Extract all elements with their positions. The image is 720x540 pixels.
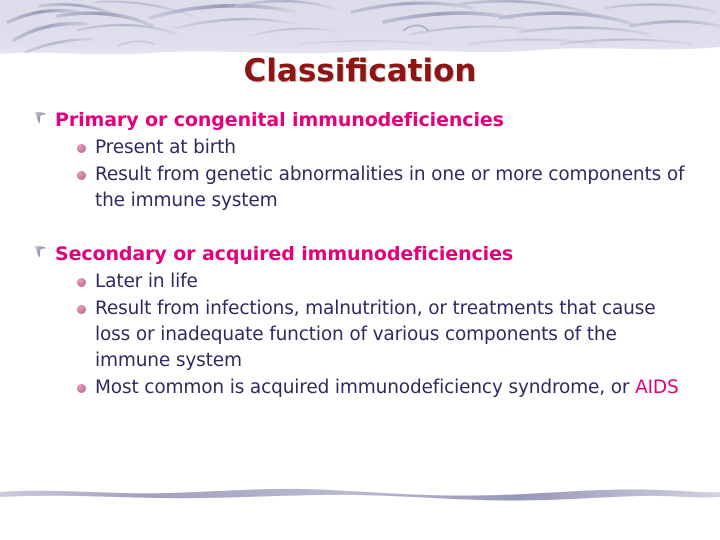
round-dot-bullet-icon bbox=[77, 305, 86, 314]
wavy-divider-line-icon bbox=[0, 488, 720, 501]
aids-accent-text: AIDS bbox=[635, 377, 679, 398]
section-heading-secondary: Secondary or acquired immunodeficiencies bbox=[0, 241, 720, 267]
round-dot-bullet-icon bbox=[77, 278, 86, 287]
bullet-text: Result from infections, malnutrition, or… bbox=[95, 298, 656, 371]
round-dot-bullet-icon bbox=[77, 144, 86, 153]
hook-flag-bullet-icon bbox=[33, 111, 48, 127]
hook-flag-bullet-icon bbox=[33, 245, 48, 261]
bullet-text: Present at birth bbox=[95, 137, 236, 158]
bullet-text: Result from genetic abnormalities in one… bbox=[95, 164, 685, 211]
round-dot-bullet-icon bbox=[77, 171, 86, 180]
bullet-text: Later in life bbox=[95, 271, 198, 292]
slide-body: Primary or congenital immunodeficiencies… bbox=[0, 107, 720, 402]
round-dot-bullet-icon bbox=[77, 384, 86, 393]
wavy-brushstroke-band-icon bbox=[0, 0, 720, 55]
bullet-genetic-abnormalities: Result from genetic abnormalities in one… bbox=[0, 162, 720, 214]
bullet-later-in-life: Later in life bbox=[0, 269, 720, 295]
bullet-text-lead: Most common is acquired immunodeficiency… bbox=[95, 377, 636, 398]
header-decoration-band bbox=[0, 0, 720, 60]
bullet-present-at-birth: Present at birth bbox=[0, 135, 720, 161]
bullet-text: Most common is acquired immunodeficiency… bbox=[95, 375, 695, 401]
section-heading-label: Primary or congenital immunodeficiencies bbox=[55, 109, 504, 131]
section-heading-primary: Primary or congenital immunodeficiencies bbox=[0, 107, 720, 133]
bottom-decoration-rule bbox=[0, 478, 720, 504]
section-heading-label: Secondary or acquired immunodeficiencies bbox=[55, 243, 514, 265]
section-spacer bbox=[0, 215, 720, 241]
slide-title: Classification bbox=[0, 53, 720, 89]
page-title: Classification bbox=[243, 53, 477, 89]
bullet-infections-malnutrition: Result from infections, malnutrition, or… bbox=[0, 296, 720, 374]
bullet-most-common-aids: Most common is acquired immunodeficiency… bbox=[0, 375, 720, 401]
